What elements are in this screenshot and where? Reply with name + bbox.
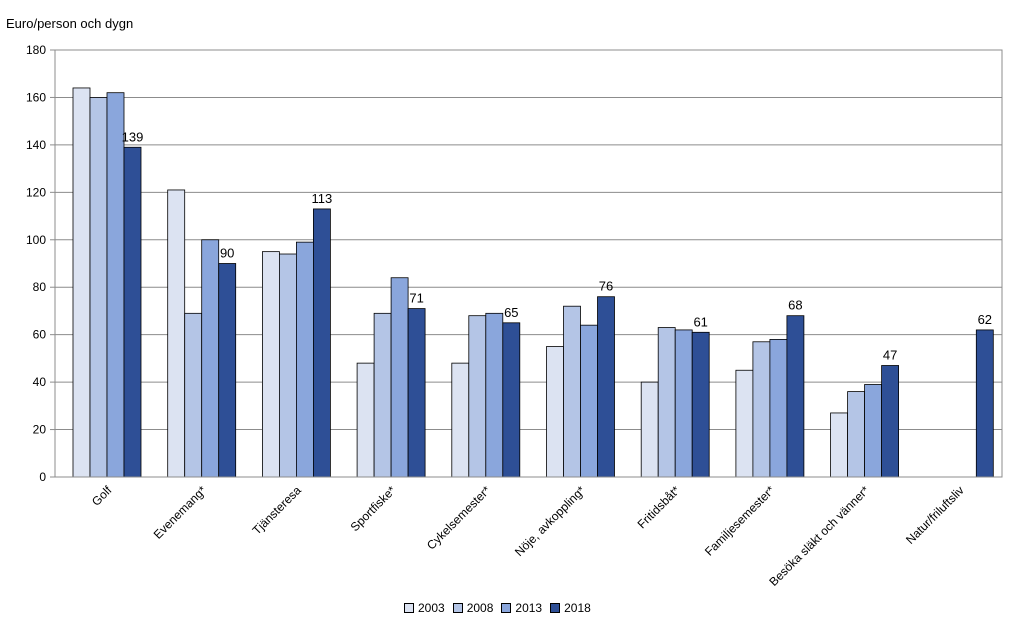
bar: [864, 384, 882, 478]
y-tick-label: 80: [33, 280, 47, 294]
bar: [674, 329, 693, 478]
data-label: 47: [883, 348, 897, 363]
data-label: 76: [599, 279, 613, 294]
legend: 2003 2008 2013 2018: [404, 600, 599, 616]
x-tick-label: Golf: [89, 483, 115, 509]
legend-label: 2018: [564, 601, 591, 615]
y-tick-label: 20: [33, 423, 47, 437]
bar: [546, 346, 564, 478]
bar: [485, 312, 504, 478]
bar: [597, 296, 615, 478]
y-tick-label: 40: [33, 375, 47, 389]
legend-swatch: [501, 603, 512, 613]
bar: [502, 322, 521, 478]
bar: [72, 87, 91, 478]
x-tick-label: Besöka släkt och vänner*: [766, 483, 872, 589]
bar: [691, 331, 710, 478]
data-label: 68: [788, 298, 802, 313]
data-label: 90: [220, 246, 234, 261]
data-label: 61: [693, 314, 707, 329]
bar: [390, 277, 409, 478]
x-tick-label: Familjesemester*: [702, 483, 778, 559]
bar: [881, 365, 899, 478]
y-tick-label: 100: [26, 233, 46, 247]
x-tick-label: Evenemang*: [151, 483, 210, 542]
bar: [769, 339, 788, 478]
bar: [975, 329, 994, 478]
bar: [184, 312, 203, 478]
legend-label: 2003: [418, 601, 445, 615]
data-label: 65: [504, 305, 518, 320]
legend-swatch: [550, 603, 561, 613]
bar: [89, 97, 108, 478]
bar: [312, 208, 331, 478]
legend-item: 2018: [550, 601, 591, 615]
bar: [640, 381, 659, 478]
x-tick-label: Cykelsemester*: [424, 483, 494, 553]
bar: [278, 253, 297, 478]
data-label: 62: [978, 312, 992, 327]
bar: [735, 369, 754, 478]
bar: [218, 263, 237, 478]
y-tick-label: 160: [26, 90, 46, 104]
bar: [201, 239, 220, 478]
data-label: 71: [409, 291, 423, 306]
y-axis-title: Euro/person och dygn: [6, 16, 134, 31]
x-tick-label: Natur/friluftsliv: [903, 483, 967, 547]
bar: [356, 362, 375, 478]
legend-item: 2003: [404, 601, 445, 615]
bar: [373, 312, 392, 478]
legend-label: 2013: [515, 601, 543, 615]
bar: [830, 412, 848, 478]
legend-label: 2008: [466, 601, 494, 615]
bar: [451, 362, 470, 478]
y-tick-label: 120: [26, 185, 46, 199]
data-label: 139: [122, 129, 144, 144]
bar: [123, 146, 142, 478]
bar: [106, 92, 125, 478]
legend-item: 2008: [452, 601, 494, 615]
bar: [580, 324, 598, 478]
data-label: 113: [312, 191, 333, 206]
bar: [261, 251, 280, 478]
y-tick-label: 180: [26, 43, 46, 57]
bar: [295, 241, 314, 478]
bar: [407, 308, 426, 478]
bar: [657, 327, 676, 478]
bar: [167, 189, 186, 478]
y-tick-label: 60: [33, 328, 47, 342]
bar: [786, 315, 805, 478]
legend-item: 2013: [501, 601, 542, 615]
x-tick-label: Fritidsbåt*: [635, 483, 683, 531]
bar: [752, 341, 771, 478]
legend-swatch: [404, 603, 414, 613]
x-tick-label: Tjänsteresa: [250, 483, 304, 537]
x-tick-label: Sportfiske*: [348, 483, 399, 534]
bar: [468, 315, 487, 478]
legend-swatch: [452, 603, 463, 613]
y-tick-label: 0: [39, 470, 46, 484]
bar: [847, 391, 865, 478]
bar: [563, 305, 581, 478]
x-tick-label: Nöje, avkoppling*: [512, 483, 588, 559]
y-tick-label: 140: [26, 138, 46, 152]
